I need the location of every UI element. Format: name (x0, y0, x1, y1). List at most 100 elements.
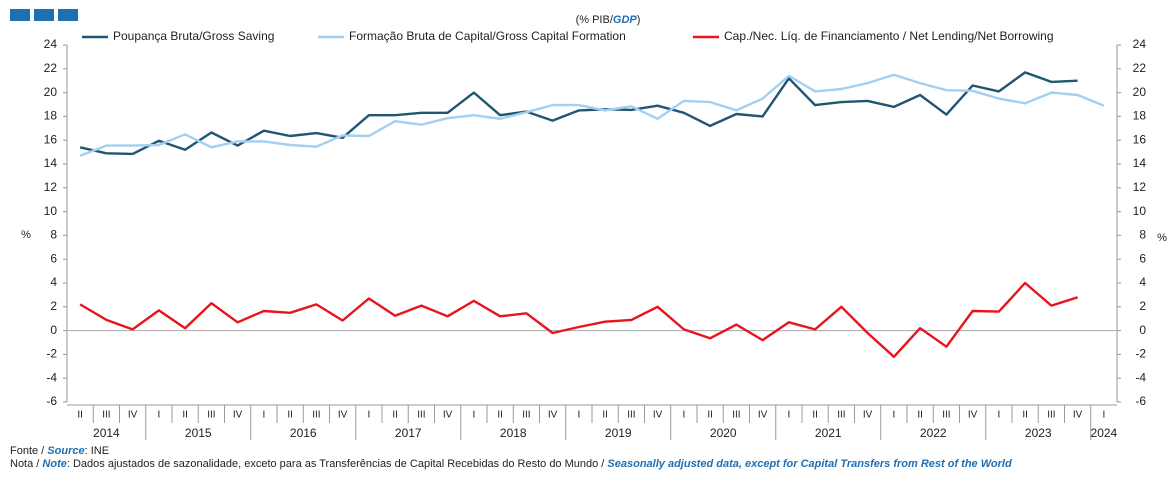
y-tick-label: 4 (50, 275, 57, 289)
year-label: 2014 (93, 426, 120, 440)
y-tick-label: -6 (46, 394, 57, 408)
y2-tick-label: 20 (1133, 85, 1147, 99)
y2-axis-label: % (1157, 232, 1167, 244)
y-tick-label: 24 (44, 37, 58, 51)
y2-tick-label: -4 (1135, 370, 1146, 384)
x-tick-label: II (812, 410, 818, 421)
chart-title: (% PIB/GDP) (576, 14, 641, 26)
x-tick-label: IV (548, 410, 558, 421)
year-label: 2020 (710, 426, 737, 440)
y2-tick-label: 18 (1133, 109, 1147, 123)
y-tick-label: 8 (50, 228, 57, 242)
x-tick-label: IV (338, 410, 348, 421)
y-axis-label: % (21, 229, 31, 241)
year-label: 2017 (395, 426, 422, 440)
x-tick-label: III (732, 410, 740, 421)
y2-tick-label: 0 (1139, 323, 1146, 337)
x-tick-label: I (577, 410, 580, 421)
source-part: Fonte / (10, 445, 48, 457)
x-tick-label: III (837, 410, 845, 421)
y2-tick-label: 10 (1133, 204, 1147, 218)
y2-tick-label: 12 (1133, 180, 1147, 194)
y2-tick-label: 4 (1139, 275, 1146, 289)
title-part: (% PIB/ (576, 14, 614, 26)
y-tick-label: 10 (44, 204, 58, 218)
y2-tick-label: 6 (1139, 251, 1146, 265)
y-tick-label: 12 (44, 180, 58, 194)
note-part: : Dados ajustados de sazonalidade, excet… (66, 458, 608, 470)
y2-tick-label: 14 (1133, 156, 1147, 170)
x-tick-label: III (417, 410, 425, 421)
y-tick-label: 2 (50, 299, 57, 313)
title-part: ) (637, 14, 641, 26)
year-label: 2019 (605, 426, 632, 440)
x-tick-label: III (102, 410, 110, 421)
x-tick-label: III (627, 410, 635, 421)
x-tick-label: II (77, 410, 83, 421)
y-tick-label: -4 (46, 370, 57, 384)
y-tick-label: 0 (50, 323, 57, 337)
year-label: 2022 (920, 426, 947, 440)
source-part: Source (47, 445, 85, 457)
legend-label: Formação Bruta de Capital/Gross Capital … (349, 29, 626, 43)
x-tick-label: III (522, 410, 530, 421)
title-part: GDP (613, 14, 638, 26)
y-tick-label: 6 (50, 251, 57, 265)
note: Nota / Note: Dados ajustados de sazonali… (10, 458, 1169, 479)
x-tick-label: IV (968, 410, 978, 421)
legend-label: Poupança Bruta/Gross Saving (113, 29, 274, 43)
x-tick-label: II (707, 410, 713, 421)
x-tick-label: IV (1073, 410, 1083, 421)
logo-block (58, 9, 78, 21)
legend-label: Cap./Nec. Líq. de Financiamento / Net Le… (724, 29, 1054, 43)
x-tick-label: II (182, 410, 188, 421)
y2-tick-label: 8 (1139, 228, 1146, 242)
x-tick-label: IV (653, 410, 663, 421)
x-tick-label: II (287, 410, 293, 421)
year-label: 2023 (1025, 426, 1052, 440)
x-tick-label: I (472, 410, 475, 421)
x-tick-label: III (312, 410, 320, 421)
x-tick-label: IV (233, 410, 243, 421)
y2-tick-label: -2 (1135, 347, 1146, 361)
x-tick-label: I (997, 410, 1000, 421)
logo-block (10, 9, 30, 21)
x-tick-label: III (207, 410, 215, 421)
x-tick-label: IV (863, 410, 873, 421)
y-tick-label: 22 (44, 61, 58, 75)
y-tick-label: -2 (46, 347, 57, 361)
x-tick-label: IV (758, 410, 768, 421)
note-part: Note (42, 458, 67, 470)
x-tick-label: IV (443, 410, 453, 421)
y-tick-label: 18 (44, 109, 58, 123)
note-part: Nota / (10, 458, 43, 470)
y2-tick-label: 2 (1139, 299, 1146, 313)
x-tick-label: I (157, 410, 160, 421)
x-tick-label: II (392, 410, 398, 421)
year-label: 2016 (290, 426, 317, 440)
note-part: Seasonally adjusted data, except for Cap… (607, 458, 1012, 470)
y2-tick-label: 22 (1133, 61, 1147, 75)
y2-tick-label: 16 (1133, 132, 1147, 146)
x-tick-label: I (1102, 410, 1105, 421)
y-tick-label: 14 (44, 156, 58, 170)
x-tick-label: I (262, 410, 265, 421)
source-part: : INE (84, 445, 110, 457)
x-tick-label: I (892, 410, 895, 421)
x-tick-label: III (942, 410, 950, 421)
y-tick-label: 16 (44, 132, 58, 146)
x-tick-label: IV (128, 410, 138, 421)
y-tick-label: 20 (44, 85, 58, 99)
x-tick-label: II (602, 410, 608, 421)
year-label: 2024 (1091, 426, 1118, 440)
year-label: 2015 (185, 426, 212, 440)
y2-tick-label: -6 (1135, 394, 1146, 408)
year-label: 2018 (500, 426, 527, 440)
x-tick-label: I (367, 410, 370, 421)
x-tick-label: II (917, 410, 923, 421)
x-tick-label: II (497, 410, 503, 421)
x-tick-label: I (787, 410, 790, 421)
x-tick-label: II (1022, 410, 1028, 421)
chart: (% PIB/GDP) % % -6-4-2024681012141618202… (10, 9, 1167, 440)
